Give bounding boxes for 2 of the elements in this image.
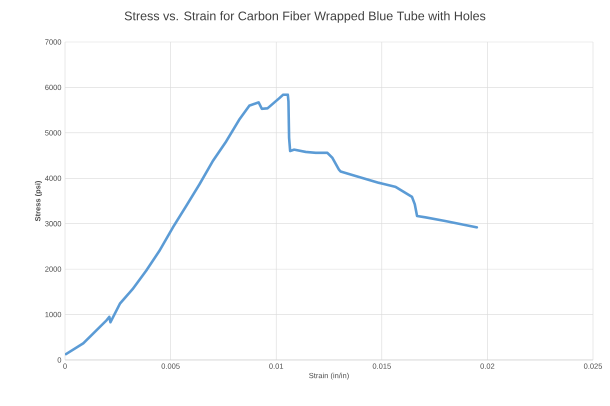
chart-title: Stress vs. Strain for Carbon Fiber Wrapped Blue Tube with Holes <box>124 11 486 23</box>
line-series <box>65 93 478 356</box>
